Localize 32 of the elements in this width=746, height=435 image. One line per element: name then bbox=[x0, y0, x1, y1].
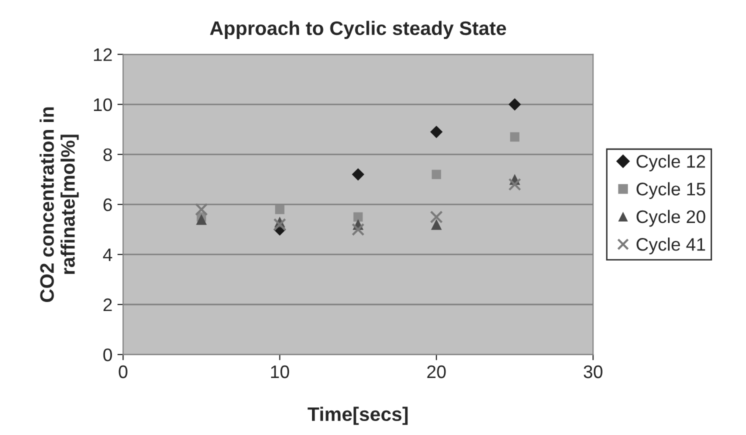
x-axis-title: Time[secs] bbox=[308, 406, 408, 425]
point bbox=[432, 170, 442, 180]
y-tick-label: 12 bbox=[94, 48, 112, 61]
y-tick-label: 8 bbox=[103, 148, 112, 162]
point bbox=[352, 168, 364, 181]
point bbox=[352, 223, 365, 236]
x-tick-label: 0 bbox=[118, 365, 128, 378]
point bbox=[430, 210, 443, 224]
point bbox=[275, 204, 284, 214]
point bbox=[510, 132, 520, 142]
x-tick-label: 30 bbox=[584, 365, 602, 378]
legend-label: Cycle 15 bbox=[636, 182, 706, 200]
chart-title: Approach to Cyclic steady State bbox=[210, 20, 506, 39]
y-axis-title: CO2 concentration in raffinate[mol%] bbox=[40, 107, 79, 302]
legend-label: Cycle 20 bbox=[636, 210, 706, 227]
y-tick-label: 4 bbox=[103, 248, 112, 262]
legend-label: Cycle 12 bbox=[636, 154, 706, 172]
point bbox=[430, 126, 443, 138]
y-tick-label: 6 bbox=[104, 198, 112, 212]
point bbox=[194, 203, 208, 216]
legend-label: Cycle 41 bbox=[636, 238, 706, 254]
point bbox=[196, 214, 207, 225]
point bbox=[353, 212, 363, 222]
point bbox=[431, 219, 442, 230]
y-tick-label: 0 bbox=[103, 348, 112, 362]
point bbox=[508, 98, 521, 111]
x-tick-label: 10 bbox=[271, 365, 290, 378]
point bbox=[273, 218, 286, 231]
y-tick-label: 10 bbox=[94, 98, 112, 112]
point bbox=[508, 178, 522, 191]
x-tick-label: 20 bbox=[427, 365, 446, 378]
y-tick-label: 2 bbox=[104, 298, 112, 312]
